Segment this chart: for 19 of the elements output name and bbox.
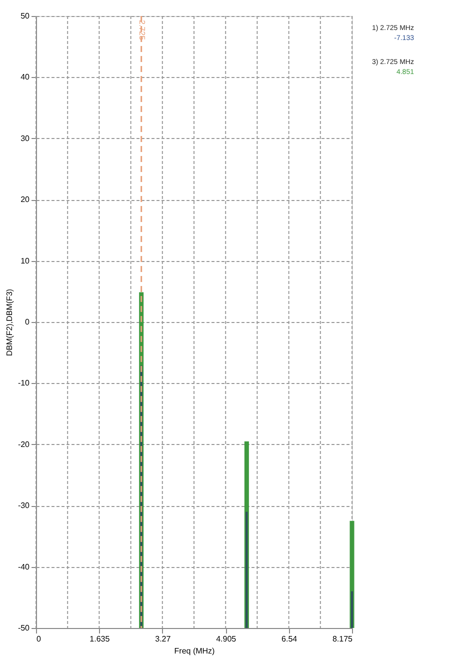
- y-tick-label: -40: [18, 562, 30, 572]
- x-axis-title: Freq (MHz): [174, 646, 216, 656]
- x-tick-label: 8.175: [332, 634, 354, 644]
- y-tick-label: -50: [18, 624, 30, 632]
- x-tick-label: 6.54: [282, 634, 298, 644]
- x-tick-label: 3.27: [155, 634, 172, 644]
- y-tick-label: 30: [20, 134, 30, 143]
- y-tick-label: 10: [20, 256, 30, 266]
- x-tick-label: 1.635: [90, 634, 110, 644]
- y-tick-label: -30: [18, 501, 30, 510]
- y-tick-label: -20: [18, 440, 30, 449]
- y-tick-label: 20: [20, 195, 30, 204]
- y-tick-label: 40: [20, 72, 30, 82]
- x-tick-label: 4.905: [216, 634, 237, 644]
- y-axis-title: DBM(F2),DBM(F3): [4, 288, 14, 356]
- y-tick-label: 50: [20, 12, 30, 20]
- y-tick-label: 0: [25, 318, 30, 326]
- y-tick-label: -10: [18, 378, 30, 388]
- x-tick-label: 0: [36, 634, 42, 644]
